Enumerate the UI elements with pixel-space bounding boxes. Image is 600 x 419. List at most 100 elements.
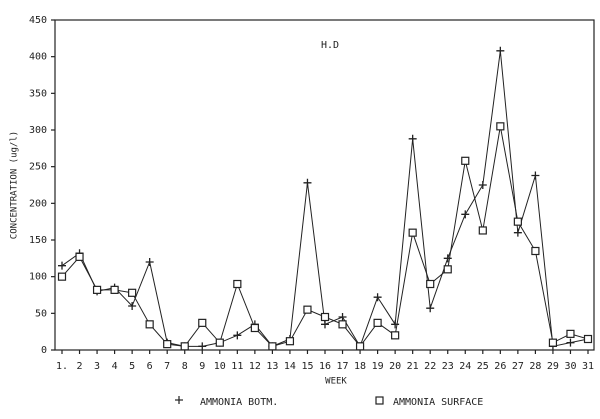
data-point [128,288,137,297]
y-tick-label: 150 [29,235,47,246]
data-point [461,156,470,165]
data-point [110,285,119,294]
data-point [496,46,505,55]
x-tick-label: 10 [214,361,226,372]
x-tick-label: 26 [494,361,506,372]
data-point [408,228,417,237]
data-point [391,331,400,340]
data-point [250,323,259,333]
data-point [461,210,470,219]
data-point [198,342,207,351]
data-point [478,226,487,235]
y-tick-label: 400 [29,52,47,63]
data-point [303,305,312,314]
x-tick-label: 16 [319,361,331,372]
data-point [75,252,84,261]
data-point [215,338,224,347]
y-tick-label: 200 [29,198,47,209]
x-tick-label: 30 [564,361,576,372]
x-tick-label: 20 [389,361,401,372]
data-point [355,342,365,351]
data-point [583,334,593,344]
data-point [268,342,277,351]
data-point [128,302,137,310]
data-point [426,304,435,313]
x-tick-label: 25 [477,361,489,372]
x-axis-label: WEEK [325,377,347,387]
x-tick-label: 22 [424,361,436,372]
y-tick-label: 350 [29,88,47,99]
data-point [548,338,558,347]
data-point [145,320,154,329]
data-point [233,279,242,289]
series-line [61,50,589,348]
data-point [531,171,540,180]
x-tick-label: 18 [354,361,366,372]
x-tick-label: 1. [56,361,68,372]
x-tick-label: 28 [529,361,541,372]
data-point [338,320,347,329]
data-point [303,178,312,187]
x-tick-label: 2 [77,361,83,372]
x-tick-label: 11 [231,361,243,372]
data-point [566,329,575,338]
data-point [478,181,487,189]
data-point [285,337,295,346]
legend-label: AMMONIA BOTM. [200,397,278,408]
x-tick-label: 13 [266,361,278,372]
x-tick-label: 9 [199,361,205,372]
data-point [58,261,66,270]
y-tick-label: 300 [29,125,47,136]
x-tick-label: 15 [301,361,313,372]
legend-marker [375,396,384,405]
x-tick-label: 23 [442,361,454,372]
data-point [145,258,154,266]
x-tick-label: 8 [182,361,188,372]
data-point [198,318,207,327]
x-tick-label: 19 [372,361,384,372]
y-axis-label: CONCENTRATION (ug/l) [10,131,20,239]
data-point [443,265,452,274]
x-tick-label: 6 [147,361,153,372]
data-point [426,279,435,289]
data-point [338,313,347,321]
x-tick-label: 7 [164,361,170,372]
x-tick-label: 3 [94,361,100,372]
x-tick-label: 24 [459,361,471,372]
data-point [233,331,242,340]
data-point [373,318,382,327]
x-tick-label: 27 [512,361,524,372]
x-tick-label: 5 [129,361,135,372]
y-tick-label: 0 [41,345,47,356]
x-tick-label: 17 [337,361,349,372]
data-point [57,272,67,281]
data-point [496,122,505,131]
x-tick-label: 31 [582,361,594,372]
data-point [373,293,382,302]
x-tick-label: 14 [284,361,296,372]
legend-label: AMMONIA SURFACE [393,397,483,408]
data-point [320,312,330,322]
y-tick-label: 100 [29,272,47,283]
chart-title: H.D [321,40,339,51]
x-tick-label: 12 [249,361,261,372]
data-point [391,320,400,329]
x-tick-label: 21 [407,361,419,372]
x-tick-label: 4 [112,361,118,372]
y-tick-label: 250 [29,162,47,173]
data-point [513,217,522,226]
data-point [92,285,102,294]
data-point [163,340,172,349]
data-point [321,320,329,329]
x-tick-label: 29 [547,361,559,372]
data-point [408,134,417,143]
y-tick-label: 50 [35,308,47,319]
data-point [180,342,189,351]
data-point [513,228,522,237]
data-point [566,338,575,347]
data-point [443,254,452,263]
data-point [531,246,540,256]
y-tick-label: 450 [29,15,47,26]
